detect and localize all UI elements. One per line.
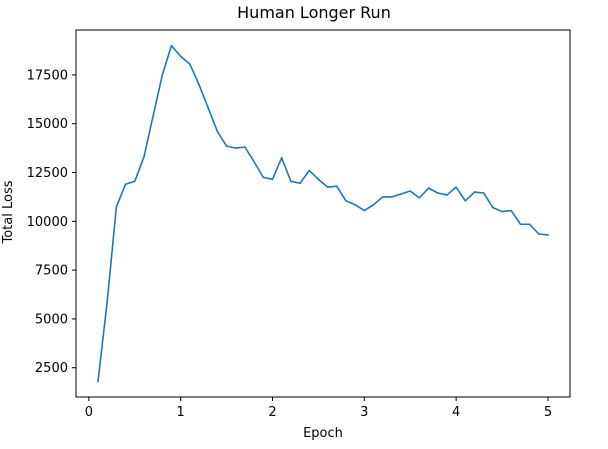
- x-tick-label: 1: [177, 405, 185, 420]
- data-point: [501, 210, 503, 213]
- data-point: [464, 200, 467, 202]
- data-point: [143, 156, 145, 158]
- data-point: [400, 193, 402, 195]
- data-point: [115, 205, 118, 208]
- x-tick-label: 4: [452, 405, 460, 420]
- data-point: [372, 203, 375, 206]
- y-tick-label: 17500: [27, 68, 68, 83]
- y-tick-label: 5000: [35, 312, 68, 327]
- data-point: [124, 183, 127, 186]
- data-point: [381, 196, 384, 198]
- data-point: [216, 130, 219, 133]
- data-point: [152, 115, 154, 117]
- data-point: [492, 206, 494, 209]
- data-point: [179, 55, 182, 58]
- data-point: [427, 187, 430, 189]
- y-axis-ticks: 2500 5000 7500 10000 12500 15000 17500: [27, 68, 76, 376]
- data-point: [317, 178, 320, 181]
- data-point: [528, 223, 531, 226]
- data-point: [234, 147, 237, 149]
- data-point: [225, 145, 228, 147]
- chart-title: Human Longer Run: [237, 3, 391, 22]
- data-point: [161, 74, 164, 76]
- data-point: [244, 146, 246, 148]
- data-point: [299, 182, 301, 185]
- y-tick-label: 7500: [35, 264, 68, 279]
- data-point: [133, 180, 136, 183]
- y-axis-label: Total Loss: [1, 180, 16, 244]
- data-point: [436, 192, 439, 194]
- data-point: [363, 209, 366, 212]
- data-point: [446, 194, 448, 196]
- y-tick-label: 2500: [35, 361, 68, 376]
- y-tick-label: 12500: [27, 166, 68, 181]
- x-axis-ticks: 0 1 2 3 4 5: [85, 397, 552, 420]
- data-point: [537, 233, 540, 235]
- data-point: [290, 180, 292, 183]
- plot-area-frame: [75, 29, 571, 398]
- data-point: [345, 200, 347, 202]
- data-point: [409, 190, 412, 192]
- data-point: [473, 191, 476, 193]
- data-point: [482, 192, 485, 194]
- data-point: [280, 157, 283, 159]
- x-tick-label: 2: [268, 405, 276, 420]
- data-point: [418, 197, 421, 199]
- data-point: [326, 186, 329, 188]
- data-points: [97, 44, 549, 383]
- data-point: [253, 160, 255, 163]
- series-line: [97, 44, 549, 383]
- x-axis-label: Epoch: [303, 426, 343, 441]
- x-tick-label: 5: [544, 405, 552, 420]
- data-point: [189, 63, 191, 65]
- data-point: [510, 209, 513, 212]
- data-point: [198, 83, 200, 86]
- y-tick-label: 10000: [27, 215, 68, 230]
- x-tick-label: 0: [85, 405, 93, 420]
- data-point: [207, 107, 210, 109]
- data-point: [170, 44, 173, 47]
- data-point: [308, 169, 311, 172]
- data-point: [354, 203, 356, 206]
- data-point: [335, 185, 338, 187]
- y-tick-label: 15000: [27, 117, 68, 132]
- data-point: [271, 178, 274, 181]
- x-tick-label: 3: [360, 405, 368, 420]
- data-point: [97, 380, 99, 383]
- data-point: [455, 186, 457, 188]
- data-point: [262, 176, 265, 179]
- data-point: [106, 300, 109, 303]
- data-point: [391, 196, 393, 198]
- data-point: [519, 223, 522, 226]
- data-point: [547, 234, 549, 236]
